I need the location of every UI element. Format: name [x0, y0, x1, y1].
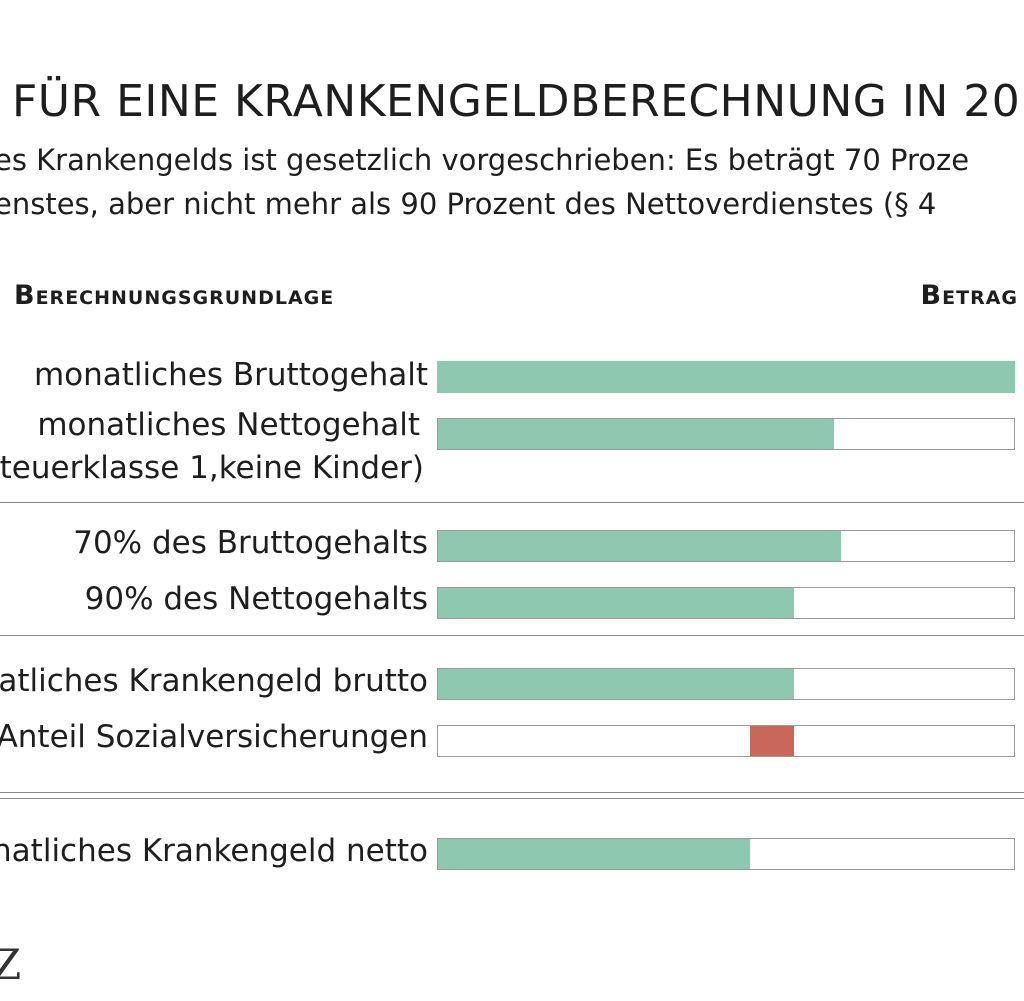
bar-90-netto — [438, 588, 794, 618]
bar-sozialversicherungen — [750, 726, 794, 756]
bar-netto — [438, 419, 834, 449]
chart-subtitle-line-1: es Krankengelds ist gesetzlich vorgeschr… — [0, 143, 970, 177]
separator — [0, 798, 1024, 799]
row-label-brutto: monatliches Bruttogehalt — [33, 357, 428, 393]
bar-track-krankengeld-netto — [437, 838, 1015, 870]
row-label-krankengeld-netto: natliches Krankengeld netto — [0, 833, 428, 869]
bar-track-sozialversicherungen — [437, 725, 1015, 757]
bar-track-krankengeld-brutto — [437, 668, 1015, 700]
chart-title: FÜR EINE KRANKENGELDBERECHNUNG IN 201 — [12, 76, 1024, 127]
bar-krankengeld-netto — [438, 839, 751, 869]
publisher-logo: Z — [0, 940, 22, 989]
bar-track-brutto — [437, 361, 1015, 393]
row-label-netto-note: teuerklasse 1,keine Kinder) — [0, 450, 424, 486]
column-header-basis: Berechnungsgrundlage — [14, 280, 335, 311]
bar-track-90-netto — [437, 587, 1015, 619]
separator — [0, 502, 1024, 503]
row-label-90-netto: 90% des Nettogehalts — [84, 581, 428, 617]
column-header-amount: Betrag — [920, 280, 1018, 311]
bar-70-brutto — [438, 531, 842, 561]
row-label-netto: monatliches Nettogehalt — [37, 407, 420, 443]
bar-track-70-brutto — [437, 530, 1015, 562]
separator — [0, 792, 1024, 793]
bar-brutto — [438, 362, 1014, 392]
row-label-sozialversicherungen: Anteil Sozialversicherungen — [0, 719, 428, 755]
row-label-krankengeld-brutto: atliches Krankengeld brutto — [0, 663, 428, 699]
bar-krankengeld-brutto — [438, 669, 794, 699]
separator — [0, 635, 1024, 636]
bar-track-netto — [437, 418, 1015, 450]
row-label-70-brutto: 70% des Bruttogehalts — [73, 525, 428, 561]
chart-subtitle-line-2: enstes, aber nicht mehr als 90 Prozent d… — [0, 187, 937, 221]
